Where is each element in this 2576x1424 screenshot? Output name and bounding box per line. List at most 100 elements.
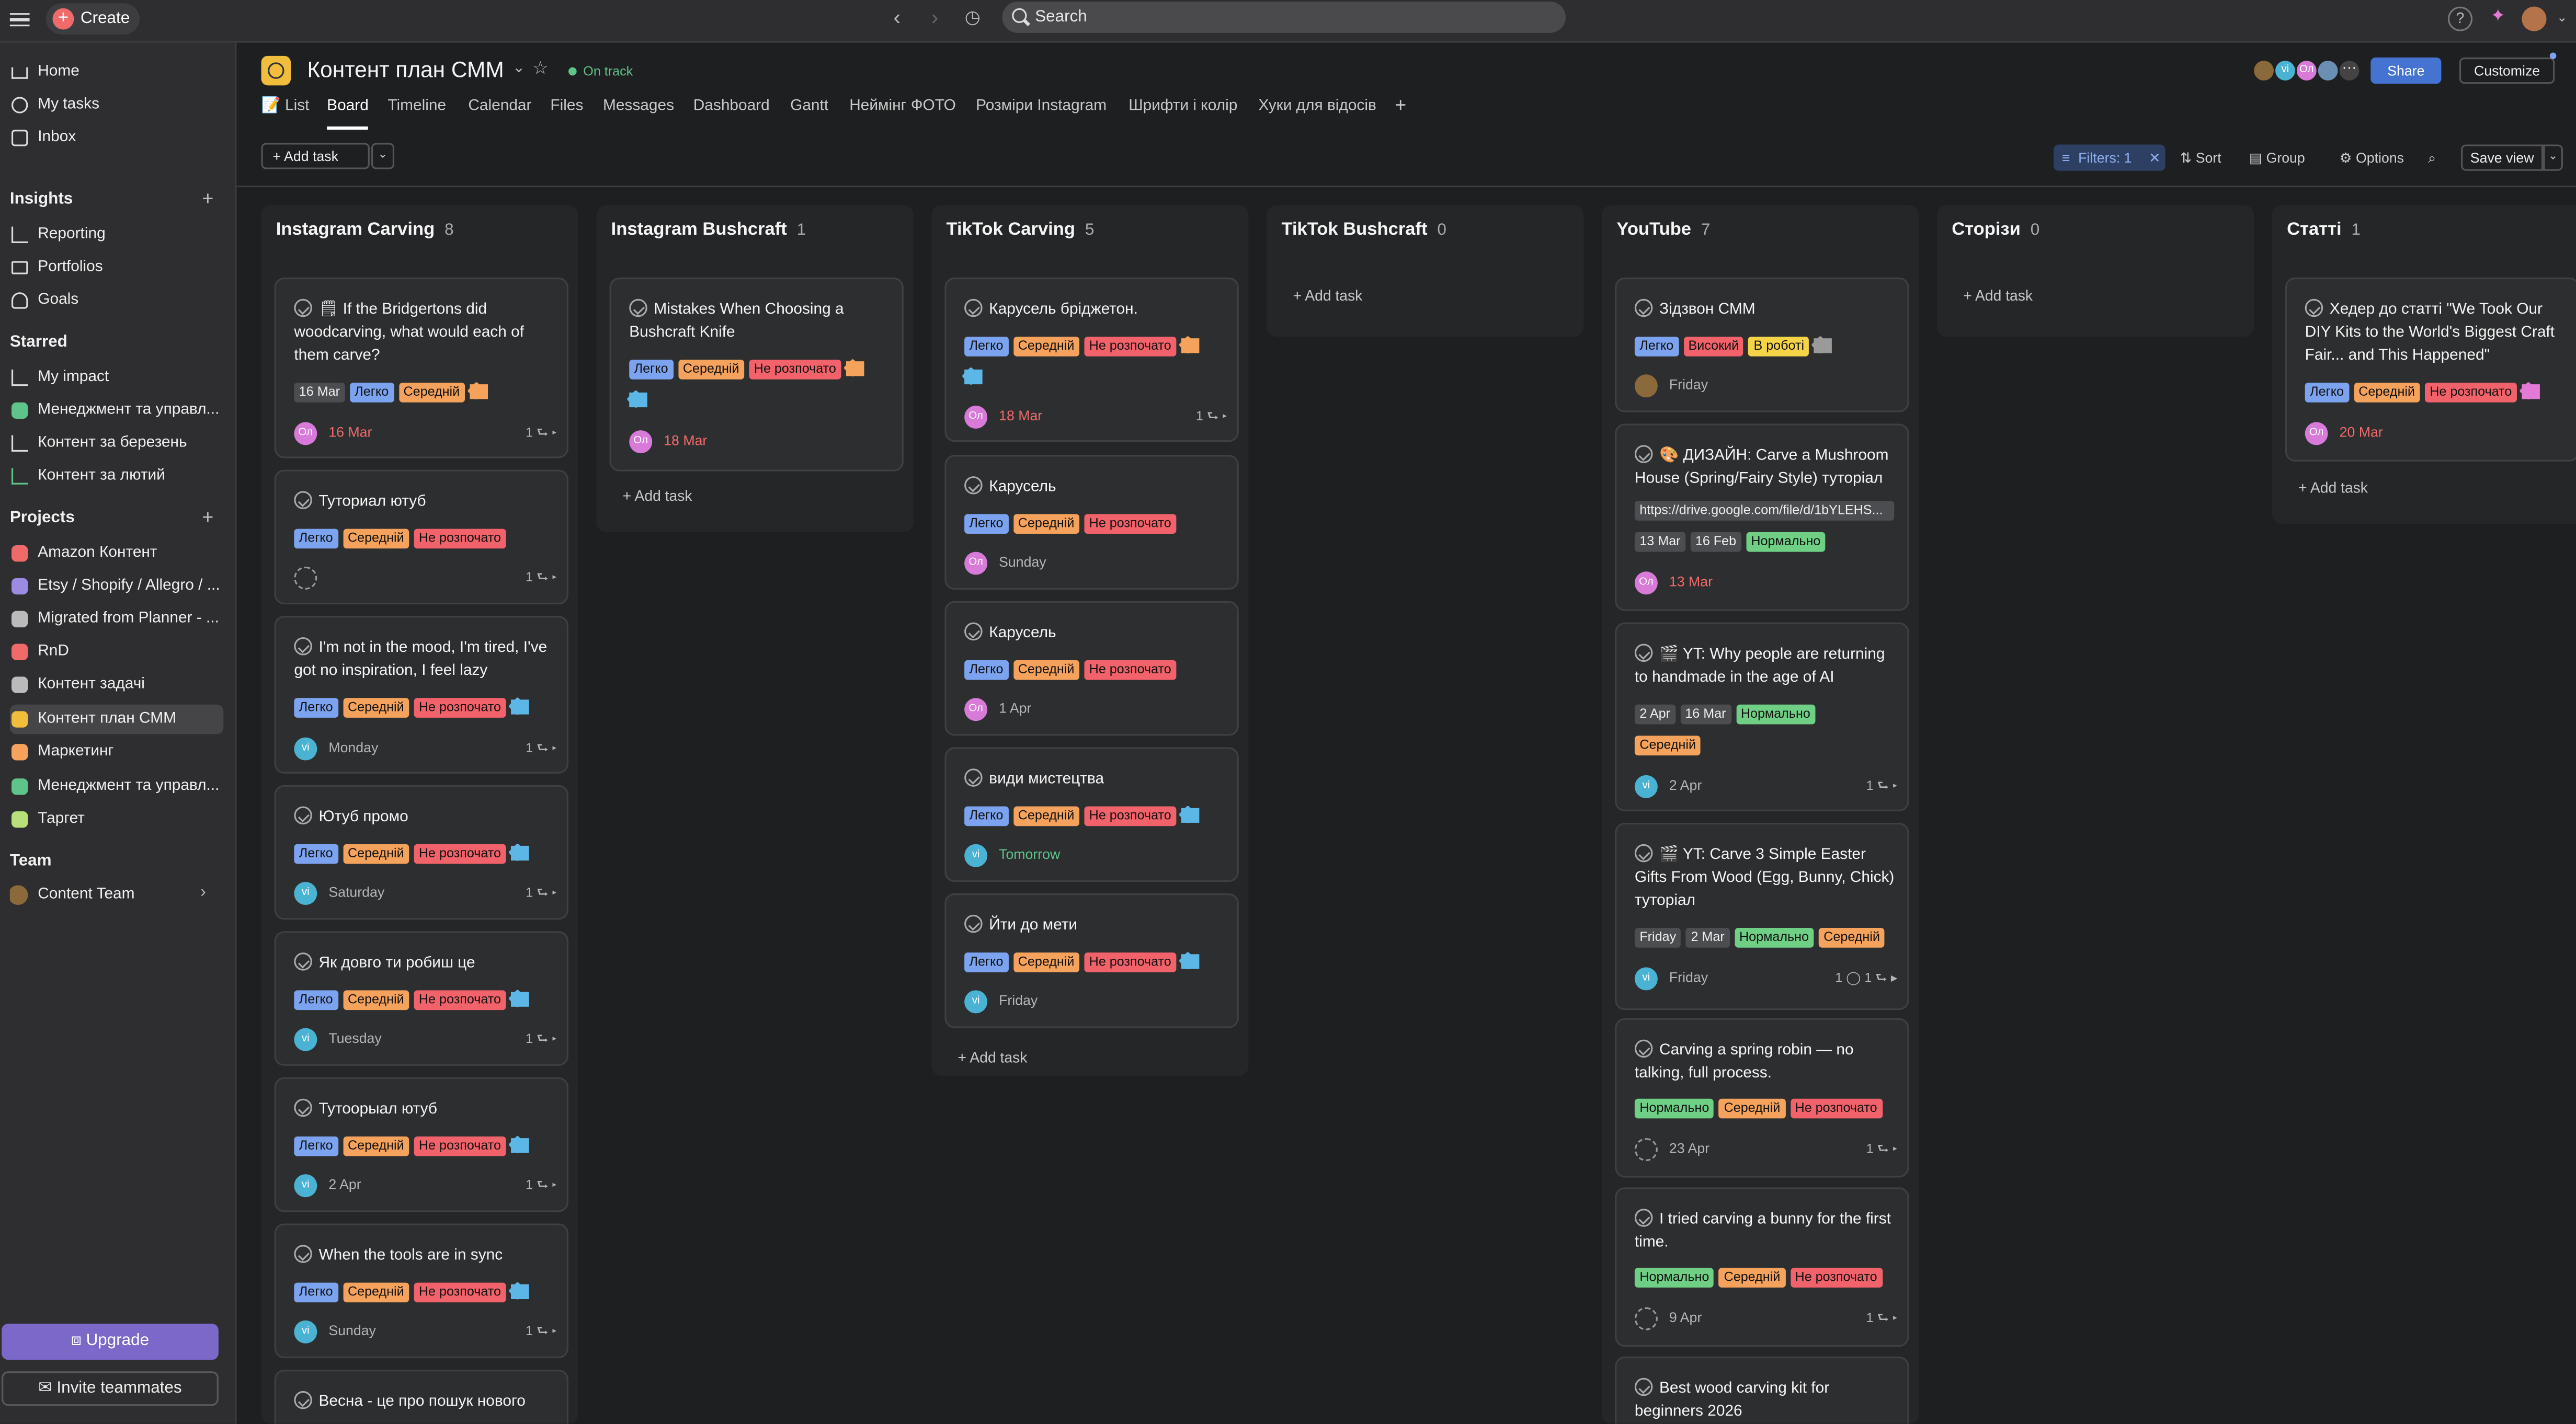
add-insight-icon[interactable]: +	[202, 187, 214, 211]
task-card[interactable]: 🎬 YT: Why people are returning to handma…	[1615, 622, 1909, 811]
help-icon[interactable]: ?	[2447, 6, 2473, 31]
task-card[interactable]: 🎨 ДИЗАЙН: Carve a Mushroom House (Spring…	[1615, 423, 1909, 611]
assignee-avatar[interactable]: vi	[964, 844, 988, 867]
more-members-icon[interactable]: ···	[2338, 59, 2361, 83]
task-card[interactable]: Хедер до статті "We Took Our DIY Kits to…	[2285, 277, 2576, 462]
project-globe-icon[interactable]	[261, 55, 291, 86]
unassigned-avatar-icon[interactable]	[1634, 1307, 1658, 1330]
assignee-avatar[interactable]: vi	[294, 1320, 317, 1343]
tab-naming-photo[interactable]: Неймінг ФОТО	[849, 97, 956, 115]
chevron-right-icon[interactable]: ›	[200, 883, 206, 902]
sidebar-item-reporting[interactable]: Reporting	[10, 220, 223, 250]
complete-check-icon[interactable]	[629, 298, 647, 317]
complete-check-icon[interactable]	[294, 1098, 312, 1117]
due-date[interactable]: Saturday	[328, 883, 385, 900]
complete-check-icon[interactable]	[1634, 1377, 1653, 1396]
assignee-avatar[interactable]: vi	[1634, 967, 1658, 991]
tab-files[interactable]: Files	[550, 97, 584, 115]
task-card[interactable]: Весна - це про пошук нового	[274, 1370, 568, 1424]
sidebar-item-goals[interactable]: Goals	[10, 286, 223, 316]
task-card[interactable]: Карусель Легко Середній Не розпочато Ол Sun…	[944, 455, 1239, 590]
tab-calendar[interactable]: Calendar	[468, 97, 532, 115]
assignee-avatar[interactable]: Ол	[294, 422, 317, 445]
add-task-link[interactable]: + Add task	[1293, 287, 1363, 304]
complete-check-icon[interactable]	[1634, 844, 1653, 863]
subtask-count[interactable]: 1 ⮑ ▸	[526, 425, 557, 440]
due-date[interactable]: Tomorrow	[999, 845, 1061, 863]
menu-icon[interactable]	[9, 10, 30, 30]
status-badge[interactable]: On track	[562, 61, 641, 82]
tab-list[interactable]: 📝 List	[261, 97, 310, 115]
forward-arrow-icon[interactable]: ›	[931, 5, 939, 30]
sort-button[interactable]: ⇅ Sort	[2180, 146, 2221, 169]
create-button[interactable]: + Create	[45, 3, 140, 35]
sidebar-item-project[interactable]: Маркетинг	[10, 738, 223, 767]
sidebar-item-project[interactable]: Amazon Контент	[10, 538, 223, 568]
task-card[interactable]: 🎬 YT: Carve 3 Simple Easter Gifts From W…	[1615, 822, 1909, 1010]
tab-gantt[interactable]: Gantt	[790, 97, 829, 115]
task-card[interactable]: Йти до мети Легко Середній Не розпочато vi…	[944, 893, 1239, 1028]
subtask-count[interactable]: 1 ⮑ ▸	[526, 740, 557, 756]
assignee-avatar[interactable]: Ол	[2305, 422, 2328, 445]
due-date[interactable]: Friday	[1669, 376, 1708, 393]
task-card[interactable]: 🗒 If the Bridgertons did woodcarving, wh…	[274, 277, 568, 458]
upgrade-button[interactable]: ⧈ Upgrade	[2, 1324, 219, 1360]
chevron-down-icon[interactable]: ⌄	[512, 59, 525, 76]
task-card[interactable]: Best wood carving kit for beginners 2026	[1615, 1356, 1909, 1424]
group-button[interactable]: ▤ Group	[2249, 146, 2305, 169]
subtask-count[interactable]: 1 ⮑ ▸	[1866, 778, 1898, 794]
unassigned-avatar-icon[interactable]	[294, 566, 317, 590]
task-card[interactable]: I tried carving a bunny for the first ti…	[1615, 1187, 1909, 1347]
tab-timeline[interactable]: Timeline	[387, 97, 447, 115]
ai-sparkle-icon[interactable]: ✦	[2490, 6, 2506, 27]
link-field[interactable]: https://drive.google.com/file/d/1bYLEHS.…	[1634, 501, 1895, 521]
due-date[interactable]: Tuesday	[328, 1029, 382, 1047]
sidebar-item-project[interactable]: Etsy / Shopify / Allegro / ...	[10, 571, 223, 601]
due-date[interactable]: 23 Apr	[1669, 1140, 1710, 1156]
task-card[interactable]: види мистецтва Легко Середній Не розпочато…	[944, 747, 1239, 882]
complete-check-icon[interactable]	[1634, 298, 1653, 317]
complete-check-icon[interactable]	[1634, 1209, 1653, 1227]
due-date[interactable]: Monday	[328, 739, 379, 756]
sidebar-item-project[interactable]: Таргет	[10, 805, 223, 834]
user-avatar[interactable]	[2522, 6, 2547, 31]
subtask-count[interactable]: 1 ⮑ ▸	[526, 570, 557, 585]
add-task-link[interactable]: + Add task	[622, 488, 692, 504]
search-input[interactable]: Search	[1002, 2, 1566, 33]
complete-check-icon[interactable]	[964, 914, 983, 933]
sidebar-item-my-impact[interactable]: My impact	[10, 363, 223, 393]
comment-subtask-count[interactable]: 1 ◯ 1 ⮑ ▸	[1835, 970, 1898, 985]
task-card[interactable]: I'm not in the mood, I'm tired, I've got…	[274, 616, 568, 774]
subtask-count[interactable]: 1 ⮑ ▸	[526, 885, 557, 900]
due-date[interactable]: 13 Mar	[1669, 573, 1713, 590]
tab-fonts-colors[interactable]: Шрифти і колір	[1129, 97, 1238, 115]
complete-check-icon[interactable]	[1634, 1039, 1653, 1058]
due-date[interactable]: Sunday	[328, 1322, 376, 1339]
due-date[interactable]: 20 Mar	[2339, 423, 2383, 440]
complete-check-icon[interactable]	[294, 952, 312, 971]
back-arrow-icon[interactable]: ‹	[893, 5, 901, 30]
task-card[interactable]: Mistakes When Choosing a Bushcraft Knife…	[609, 277, 904, 472]
sidebar-item-my-tasks[interactable]: My tasks	[10, 90, 223, 120]
complete-check-icon[interactable]	[964, 768, 983, 787]
task-card[interactable]: Карусель Легко Середній Не розпочато Ол 1 A…	[944, 601, 1239, 736]
tab-video-hooks[interactable]: Хуки для відосів	[1258, 97, 1376, 115]
close-icon[interactable]: ✕	[2149, 149, 2161, 166]
customize-button[interactable]: Customize	[2459, 57, 2555, 84]
due-date[interactable]: 18 Mar	[999, 407, 1043, 424]
member-avatar[interactable]	[2252, 59, 2276, 83]
complete-check-icon[interactable]	[294, 298, 312, 317]
task-card[interactable]: Ютуб промо Легко Середній Не розпочато vi S…	[274, 785, 568, 920]
task-card[interactable]: When the tools are in sync Легко Середній…	[274, 1223, 568, 1359]
complete-check-icon[interactable]	[1634, 644, 1653, 662]
sidebar-item-content-march[interactable]: Контент за березень	[10, 429, 223, 458]
sidebar-item-project[interactable]: RnD	[10, 637, 223, 667]
sidebar-item-portfolios[interactable]: Portfolios	[10, 253, 223, 283]
task-card[interactable]: Зідзвон СММ Легко Високий В роботі Friday	[1615, 277, 1909, 412]
history-icon[interactable]: ◷	[964, 8, 981, 28]
assignee-avatar[interactable]: Ол	[629, 430, 653, 454]
star-icon[interactable]: ☆	[532, 59, 549, 79]
complete-check-icon[interactable]	[964, 476, 983, 495]
member-avatar[interactable]: Ол	[2295, 59, 2318, 83]
member-avatar[interactable]: vi	[2273, 59, 2297, 83]
